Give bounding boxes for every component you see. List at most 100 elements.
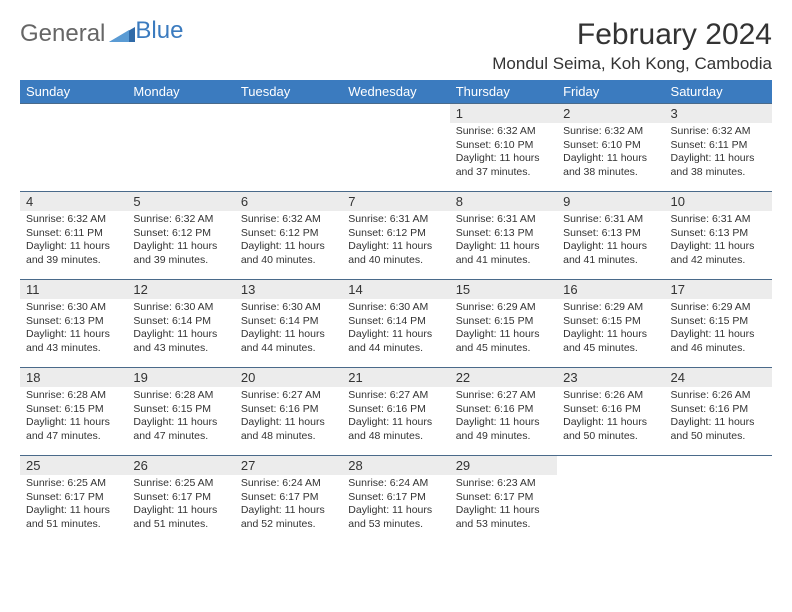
day-number: 4 — [20, 192, 127, 211]
day-number: 26 — [127, 456, 234, 475]
weekday-header: Friday — [557, 80, 664, 104]
day-number: 27 — [235, 456, 342, 475]
calendar-day-cell: 5Sunrise: 6:32 AMSunset: 6:12 PMDaylight… — [127, 192, 234, 280]
day-details: Sunrise: 6:24 AMSunset: 6:17 PMDaylight:… — [235, 475, 342, 536]
day-number: 1 — [450, 104, 557, 123]
day-details: Sunrise: 6:26 AMSunset: 6:16 PMDaylight:… — [665, 387, 772, 448]
weekday-header: Thursday — [450, 80, 557, 104]
calendar-day-cell: 24Sunrise: 6:26 AMSunset: 6:16 PMDayligh… — [665, 368, 772, 456]
calendar-day-cell — [235, 104, 342, 192]
header: General Blue February 2024 Mondul Seima,… — [20, 18, 772, 74]
logo-text-blue: Blue — [135, 17, 183, 45]
calendar-body: 1Sunrise: 6:32 AMSunset: 6:10 PMDaylight… — [20, 104, 772, 544]
day-details: Sunrise: 6:32 AMSunset: 6:10 PMDaylight:… — [557, 123, 664, 184]
calendar-day-cell: 26Sunrise: 6:25 AMSunset: 6:17 PMDayligh… — [127, 456, 234, 544]
calendar-day-cell: 3Sunrise: 6:32 AMSunset: 6:11 PMDaylight… — [665, 104, 772, 192]
calendar-day-cell: 6Sunrise: 6:32 AMSunset: 6:12 PMDaylight… — [235, 192, 342, 280]
day-details: Sunrise: 6:32 AMSunset: 6:11 PMDaylight:… — [20, 211, 127, 272]
day-number: 15 — [450, 280, 557, 299]
calendar-day-cell: 4Sunrise: 6:32 AMSunset: 6:11 PMDaylight… — [20, 192, 127, 280]
day-details: Sunrise: 6:25 AMSunset: 6:17 PMDaylight:… — [127, 475, 234, 536]
day-details: Sunrise: 6:32 AMSunset: 6:12 PMDaylight:… — [127, 211, 234, 272]
day-details: Sunrise: 6:28 AMSunset: 6:15 PMDaylight:… — [20, 387, 127, 448]
day-details: Sunrise: 6:30 AMSunset: 6:13 PMDaylight:… — [20, 299, 127, 360]
calendar-day-cell: 11Sunrise: 6:30 AMSunset: 6:13 PMDayligh… — [20, 280, 127, 368]
day-details: Sunrise: 6:26 AMSunset: 6:16 PMDaylight:… — [557, 387, 664, 448]
day-number: 6 — [235, 192, 342, 211]
day-details: Sunrise: 6:32 AMSunset: 6:12 PMDaylight:… — [235, 211, 342, 272]
day-number: 13 — [235, 280, 342, 299]
calendar-day-cell — [557, 456, 664, 544]
day-number: 2 — [557, 104, 664, 123]
weekday-header: Sunday — [20, 80, 127, 104]
weekday-header: Saturday — [665, 80, 772, 104]
calendar-week-row: 1Sunrise: 6:32 AMSunset: 6:10 PMDaylight… — [20, 104, 772, 192]
calendar-day-cell: 17Sunrise: 6:29 AMSunset: 6:15 PMDayligh… — [665, 280, 772, 368]
day-details: Sunrise: 6:31 AMSunset: 6:12 PMDaylight:… — [342, 211, 449, 272]
day-number: 20 — [235, 368, 342, 387]
day-number: 18 — [20, 368, 127, 387]
day-details: Sunrise: 6:23 AMSunset: 6:17 PMDaylight:… — [450, 475, 557, 536]
day-details: Sunrise: 6:25 AMSunset: 6:17 PMDaylight:… — [20, 475, 127, 536]
calendar-day-cell — [127, 104, 234, 192]
logo: General Blue — [20, 20, 183, 48]
day-details: Sunrise: 6:32 AMSunset: 6:10 PMDaylight:… — [450, 123, 557, 184]
day-number: 19 — [127, 368, 234, 387]
day-number-empty — [127, 104, 234, 123]
day-number-empty — [557, 456, 664, 475]
calendar-day-cell: 20Sunrise: 6:27 AMSunset: 6:16 PMDayligh… — [235, 368, 342, 456]
calendar-day-cell: 9Sunrise: 6:31 AMSunset: 6:13 PMDaylight… — [557, 192, 664, 280]
day-number: 3 — [665, 104, 772, 123]
day-details: Sunrise: 6:30 AMSunset: 6:14 PMDaylight:… — [235, 299, 342, 360]
calendar-day-cell: 29Sunrise: 6:23 AMSunset: 6:17 PMDayligh… — [450, 456, 557, 544]
calendar-day-cell: 2Sunrise: 6:32 AMSunset: 6:10 PMDaylight… — [557, 104, 664, 192]
calendar-day-cell — [342, 104, 449, 192]
day-details: Sunrise: 6:31 AMSunset: 6:13 PMDaylight:… — [557, 211, 664, 272]
day-number-empty — [235, 104, 342, 123]
day-details: Sunrise: 6:27 AMSunset: 6:16 PMDaylight:… — [235, 387, 342, 448]
calendar-day-cell: 13Sunrise: 6:30 AMSunset: 6:14 PMDayligh… — [235, 280, 342, 368]
title-block: February 2024 Mondul Seima, Koh Kong, Ca… — [492, 18, 772, 74]
logo-triangle-icon — [109, 21, 135, 49]
calendar-day-cell: 1Sunrise: 6:32 AMSunset: 6:10 PMDaylight… — [450, 104, 557, 192]
day-details: Sunrise: 6:24 AMSunset: 6:17 PMDaylight:… — [342, 475, 449, 536]
day-number: 8 — [450, 192, 557, 211]
day-details: Sunrise: 6:27 AMSunset: 6:16 PMDaylight:… — [342, 387, 449, 448]
day-number: 29 — [450, 456, 557, 475]
day-details: Sunrise: 6:31 AMSunset: 6:13 PMDaylight:… — [665, 211, 772, 272]
calendar-day-cell — [665, 456, 772, 544]
calendar-day-cell — [20, 104, 127, 192]
day-details: Sunrise: 6:31 AMSunset: 6:13 PMDaylight:… — [450, 211, 557, 272]
calendar-header-row: SundayMondayTuesdayWednesdayThursdayFrid… — [20, 80, 772, 104]
calendar-day-cell: 14Sunrise: 6:30 AMSunset: 6:14 PMDayligh… — [342, 280, 449, 368]
day-number: 25 — [20, 456, 127, 475]
day-details: Sunrise: 6:30 AMSunset: 6:14 PMDaylight:… — [127, 299, 234, 360]
day-number-empty — [20, 104, 127, 123]
calendar-day-cell: 28Sunrise: 6:24 AMSunset: 6:17 PMDayligh… — [342, 456, 449, 544]
day-number: 5 — [127, 192, 234, 211]
day-details: Sunrise: 6:28 AMSunset: 6:15 PMDaylight:… — [127, 387, 234, 448]
calendar-day-cell: 10Sunrise: 6:31 AMSunset: 6:13 PMDayligh… — [665, 192, 772, 280]
page-title: February 2024 — [492, 18, 772, 52]
day-number: 9 — [557, 192, 664, 211]
day-number: 14 — [342, 280, 449, 299]
day-number: 12 — [127, 280, 234, 299]
day-number: 7 — [342, 192, 449, 211]
day-number: 17 — [665, 280, 772, 299]
day-number: 21 — [342, 368, 449, 387]
weekday-header: Monday — [127, 80, 234, 104]
day-number: 11 — [20, 280, 127, 299]
calendar-table: SundayMondayTuesdayWednesdayThursdayFrid… — [20, 80, 772, 544]
location-subtitle: Mondul Seima, Koh Kong, Cambodia — [492, 54, 772, 74]
calendar-day-cell: 22Sunrise: 6:27 AMSunset: 6:16 PMDayligh… — [450, 368, 557, 456]
calendar-day-cell: 8Sunrise: 6:31 AMSunset: 6:13 PMDaylight… — [450, 192, 557, 280]
calendar-week-row: 11Sunrise: 6:30 AMSunset: 6:13 PMDayligh… — [20, 280, 772, 368]
calendar-day-cell: 16Sunrise: 6:29 AMSunset: 6:15 PMDayligh… — [557, 280, 664, 368]
day-details: Sunrise: 6:30 AMSunset: 6:14 PMDaylight:… — [342, 299, 449, 360]
calendar-day-cell: 18Sunrise: 6:28 AMSunset: 6:15 PMDayligh… — [20, 368, 127, 456]
calendar-week-row: 25Sunrise: 6:25 AMSunset: 6:17 PMDayligh… — [20, 456, 772, 544]
day-number: 28 — [342, 456, 449, 475]
day-number: 24 — [665, 368, 772, 387]
weekday-header: Tuesday — [235, 80, 342, 104]
weekday-header: Wednesday — [342, 80, 449, 104]
